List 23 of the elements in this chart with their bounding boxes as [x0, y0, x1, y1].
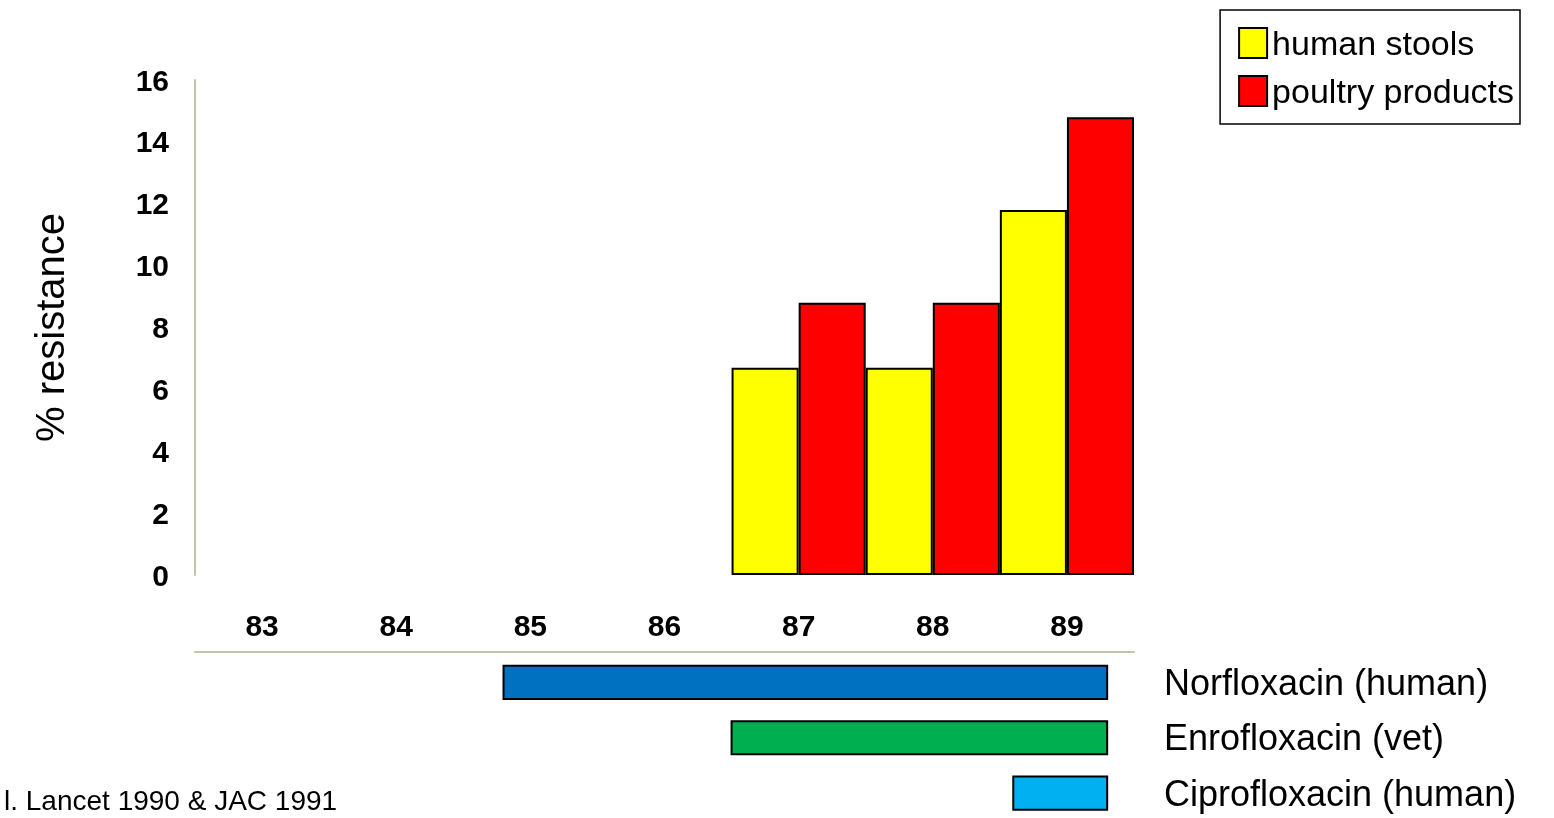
y-tick-label: 14	[135, 125, 170, 159]
x-tick-label: 89	[1050, 608, 1084, 642]
x-tick-label: 83	[245, 608, 279, 642]
y-axis-title: % resistance	[28, 213, 72, 442]
y-tick-label: Ciprofloxacin (human)	[1164, 772, 1517, 814]
y-tick-label: Enrofloxacin (vet)	[1164, 717, 1445, 759]
x-tick-label: 84	[379, 608, 414, 642]
y-tick-label: 4	[152, 434, 170, 468]
x-tick-label: 87	[781, 608, 816, 642]
y-tick-label: 8	[152, 311, 169, 344]
legend-label: poultry products	[1272, 72, 1514, 110]
y-tick-label: Norfloxacin (human)	[1164, 661, 1489, 703]
y-tick-label: 16	[135, 63, 169, 97]
x-tick-label: 88	[916, 608, 950, 642]
x-tick-label: 86	[647, 608, 682, 642]
x-tick-label: 85	[513, 608, 548, 642]
legend-label: human stools	[1272, 24, 1475, 62]
y-tick-label: 10	[135, 249, 169, 283]
y-tick-label: 2	[152, 496, 169, 530]
y-tick-label: 12	[135, 187, 169, 221]
y-tick-label: 0	[152, 558, 169, 592]
annotation: l. Lancet 1990 & JAC 1991	[4, 784, 338, 816]
y-tick-label: 6	[152, 372, 169, 406]
